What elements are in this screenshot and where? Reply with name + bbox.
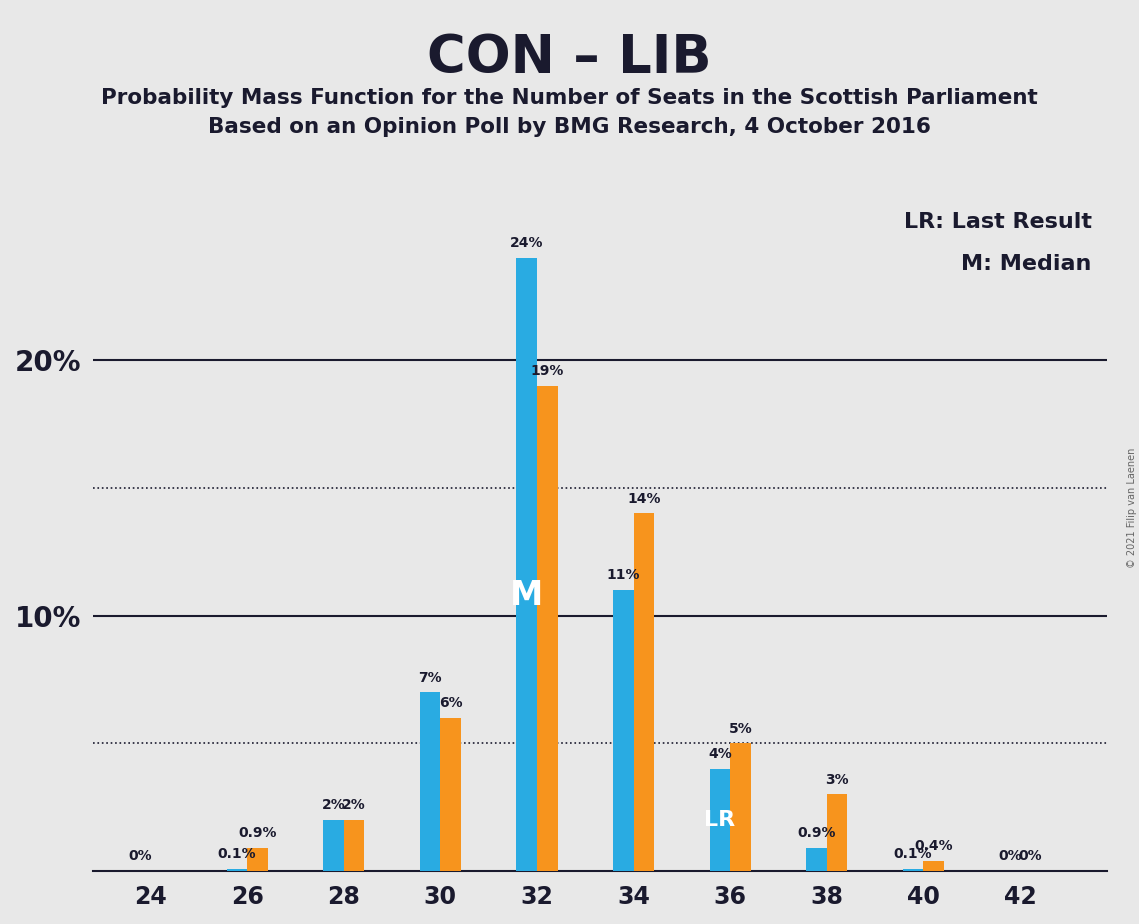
Text: Probability Mass Function for the Number of Seats in the Scottish Parliament: Probability Mass Function for the Number… [101, 88, 1038, 108]
Bar [227, 869, 247, 871]
Text: 7%: 7% [418, 671, 442, 685]
Text: 2%: 2% [342, 798, 366, 812]
Bar [903, 869, 924, 871]
Text: 4%: 4% [708, 748, 731, 761]
Text: © 2021 Filip van Laenen: © 2021 Filip van Laenen [1126, 448, 1137, 568]
Text: 0%: 0% [998, 849, 1022, 863]
Text: 0%: 0% [129, 849, 153, 863]
Bar [247, 848, 268, 871]
Text: 5%: 5% [729, 722, 753, 736]
Bar [344, 820, 364, 871]
Text: M: Median: M: Median [961, 254, 1091, 274]
Text: 24%: 24% [510, 237, 543, 250]
Text: 6%: 6% [439, 696, 462, 711]
Bar [806, 848, 827, 871]
Bar [827, 795, 847, 871]
Bar [613, 590, 633, 871]
Text: 11%: 11% [607, 568, 640, 582]
Text: 0.4%: 0.4% [915, 839, 953, 853]
Text: 2%: 2% [321, 798, 345, 812]
Text: 14%: 14% [628, 492, 661, 505]
Bar [441, 718, 461, 871]
Text: 0.1%: 0.1% [894, 847, 933, 861]
Text: CON – LIB: CON – LIB [427, 32, 712, 84]
Text: LR: LR [704, 810, 736, 830]
Bar [924, 861, 944, 871]
Text: 19%: 19% [531, 364, 564, 378]
Bar [516, 258, 536, 871]
Text: 0.9%: 0.9% [238, 826, 277, 841]
Bar [710, 769, 730, 871]
Bar [633, 514, 654, 871]
Text: 0%: 0% [1018, 849, 1042, 863]
Text: LR: Last Result: LR: Last Result [903, 213, 1091, 232]
Text: 0.1%: 0.1% [218, 847, 256, 861]
Bar [536, 385, 557, 871]
Bar [420, 692, 441, 871]
Text: Based on an Opinion Poll by BMG Research, 4 October 2016: Based on an Opinion Poll by BMG Research… [208, 117, 931, 138]
Bar [323, 820, 344, 871]
Text: 0.9%: 0.9% [797, 826, 836, 841]
Bar [730, 744, 751, 871]
Text: 3%: 3% [826, 772, 849, 787]
Text: M: M [510, 578, 543, 612]
